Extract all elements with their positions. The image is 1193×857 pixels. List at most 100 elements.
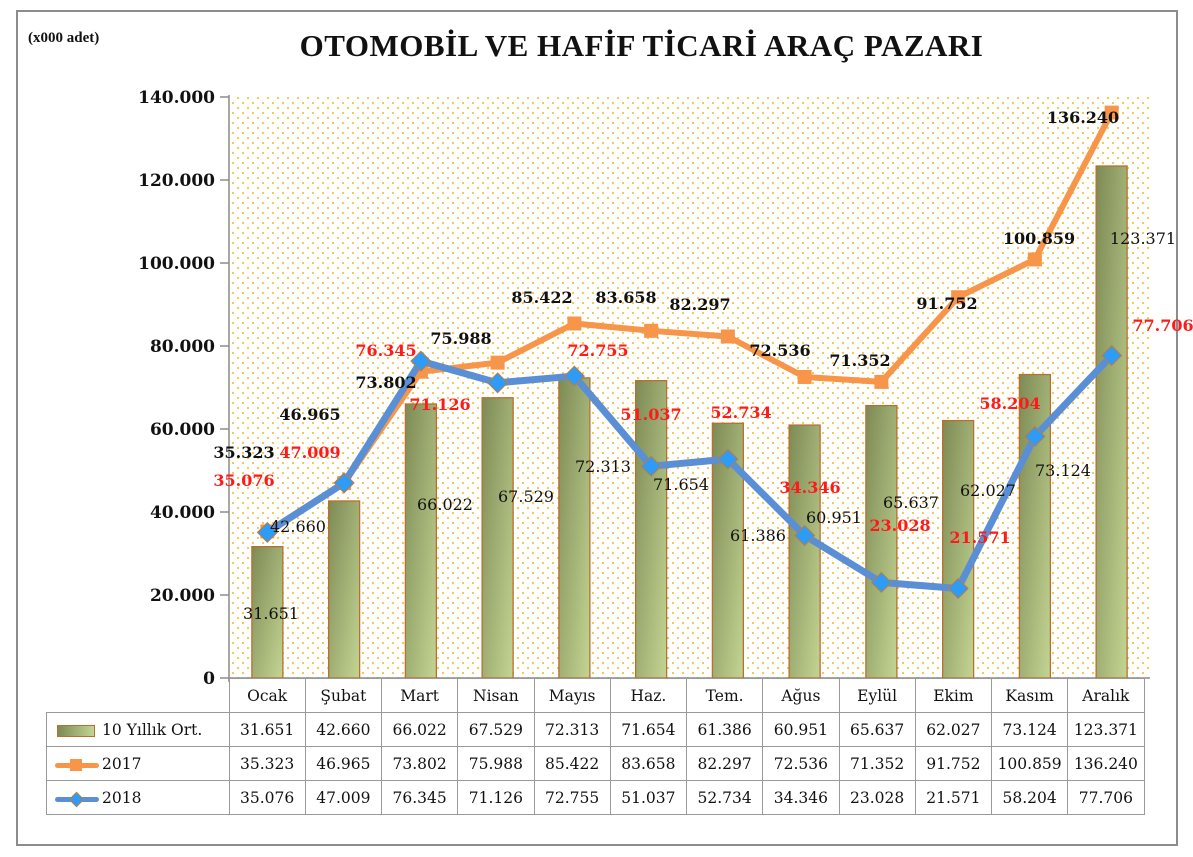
table-cell: 34.346	[762, 780, 840, 815]
legend-label: 2017	[102, 754, 142, 773]
chart-title: OTOMOBİL VE HAFİF TİCARİ ARAÇ PAZARI	[299, 28, 984, 63]
table-cell: 77.706	[1067, 780, 1145, 815]
bar	[251, 545, 284, 679]
table-cell: 100.859	[990, 746, 1069, 781]
value-label-2018: 76.345	[355, 341, 416, 360]
bar-value-label: 65.637	[883, 493, 939, 512]
month-header: Şubat	[304, 678, 383, 713]
square-marker-icon	[874, 374, 889, 389]
square-marker-icon	[490, 355, 505, 370]
diamond-marker-icon	[1101, 344, 1123, 367]
square-marker-icon	[1027, 252, 1042, 267]
month-header: Ağus	[762, 678, 840, 713]
square-marker-icon	[1104, 105, 1119, 120]
table-cell: 72.313	[533, 712, 611, 747]
square-marker-icon	[567, 316, 582, 331]
table-cell: 72.755	[533, 780, 611, 815]
value-label-2018: 72.755	[567, 341, 628, 360]
table-cell: 66.022	[380, 712, 459, 747]
table-row: 2018 35.076 47.009 76.345 71.126 72.755 51.03…	[46, 780, 1145, 815]
table-row: 2017 35.323 46.965 73.802 75.988 85.422 83.65…	[46, 746, 1145, 781]
value-label-2017: 82.297	[669, 295, 730, 314]
month-header: Ocak	[228, 678, 306, 713]
value-label-2018: 71.126	[409, 395, 470, 414]
bar-value-label: 66.022	[417, 495, 473, 514]
diamond-marker-icon	[1024, 425, 1046, 448]
table-cell: 46.965	[304, 746, 383, 781]
legend-10yr: 10 Yıllık Ort.	[46, 712, 230, 747]
value-label-2018: 47.009	[279, 443, 340, 462]
bar-value-label: 72.313	[575, 457, 631, 476]
value-label-2017: 75.988	[430, 329, 491, 348]
table-cell: 73.802	[380, 746, 459, 781]
y-tick-label: 80.000	[150, 337, 215, 357]
table-cell: 61.386	[685, 712, 764, 747]
y-tick-label: 20.000	[150, 586, 215, 606]
value-label-2018: 58.204	[979, 394, 1040, 413]
legend-2017: 2017	[46, 746, 230, 781]
table-cell: 52.734	[685, 780, 764, 815]
line-series-2018	[256, 344, 1123, 600]
y-tick-label: 60.000	[150, 420, 215, 440]
y-tick-label: 40.000	[150, 503, 215, 523]
bar-series-10yr	[251, 165, 1128, 679]
value-label-2018: 21.571	[949, 528, 1010, 547]
table-cell: 71.654	[609, 712, 688, 747]
table-cell: 35.076	[228, 780, 306, 815]
value-label-2017: 91.752	[916, 294, 977, 313]
value-label-2017: 46.965	[279, 405, 340, 424]
y-tick-label: 120.000	[138, 171, 215, 191]
table-cell: 73.124	[990, 712, 1069, 747]
bar	[481, 397, 514, 679]
series-line	[263, 352, 1116, 592]
bar-value-label: 60.951	[806, 508, 862, 527]
month-header: Ekim	[914, 678, 993, 713]
table-cell: 21.571	[914, 780, 993, 815]
table-cell: 75.988	[457, 746, 535, 781]
table-cell: 23.028	[838, 780, 916, 815]
value-label-2017: 85.422	[511, 288, 572, 307]
bar	[327, 500, 361, 679]
value-label-2017: 136.240	[1047, 108, 1119, 127]
table-cell: 123.371	[1067, 712, 1145, 747]
square-marker-icon	[720, 329, 735, 344]
table-cell: 42.660	[304, 712, 383, 747]
legend-label: 10 Yıllık Ort.	[102, 720, 203, 739]
month-header: Mart	[380, 678, 459, 713]
y-tick-label: 140.000	[138, 88, 215, 108]
diamond-marker-icon	[870, 571, 892, 594]
bar-value-label: 61.386	[730, 526, 786, 545]
month-header: Haz.	[609, 678, 688, 713]
month-header: Eylül	[838, 678, 916, 713]
table-cell: 83.658	[609, 746, 688, 781]
value-label-2017: 35.323	[213, 443, 274, 462]
bar	[941, 419, 975, 679]
square-marker-icon	[644, 323, 659, 338]
table-cell: 76.345	[380, 780, 459, 815]
table-cell: 71.352	[838, 746, 916, 781]
table-cell: 58.204	[990, 780, 1069, 815]
table-cell: 35.323	[228, 746, 306, 781]
data-labels: 31.651 42.660 66.022 67.529 72.313 71.654 61.3…	[213, 108, 1193, 623]
bar-value-label: 62.027	[960, 481, 1016, 500]
square-marker-icon	[951, 290, 966, 305]
bar-value-label: 42.660	[270, 517, 326, 536]
table-cell: 91.752	[914, 746, 993, 781]
diamond-marker-icon	[487, 372, 509, 394]
table-cell: 136.240	[1067, 746, 1145, 781]
bar-value-label: 123.371	[1110, 229, 1176, 248]
diamond-marker-icon	[640, 455, 662, 477]
bar	[788, 424, 821, 679]
table-header-row: Ocak Şubat Mart Nisan Mayıs Haz. Tem. Ağus Eylül…	[46, 678, 1145, 713]
bar-value-label: 31.651	[243, 604, 299, 623]
value-label-2017: 72.536	[749, 341, 810, 360]
table-cell: 82.297	[685, 746, 764, 781]
table-cell: 72.536	[762, 746, 840, 781]
value-label-2018: 51.037	[620, 405, 681, 424]
table-cell: 51.037	[609, 780, 688, 815]
value-label-2018: 34.346	[779, 478, 840, 497]
legend-2018: 2018	[46, 780, 230, 815]
bar	[558, 377, 591, 679]
diamond-marker-icon	[333, 472, 355, 494]
